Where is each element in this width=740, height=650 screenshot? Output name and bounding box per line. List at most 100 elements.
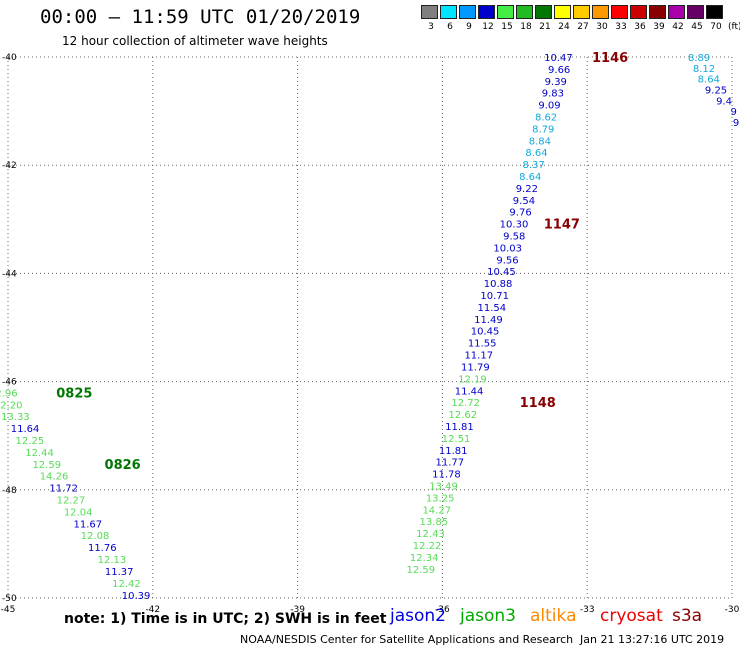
time-label: 1148 bbox=[520, 396, 556, 411]
swh-value-label: 12.19 bbox=[458, 374, 487, 385]
swh-value-label: 11.81 bbox=[445, 422, 474, 433]
page-title: 00:00 – 11:59 UTC 01/20/2019 bbox=[40, 6, 361, 28]
swh-value-label: 9.66 bbox=[548, 65, 570, 76]
swh-value-label: 12.96 bbox=[0, 388, 18, 399]
swh-value-label: 10.30 bbox=[500, 220, 529, 231]
swh-value-label: 9.56 bbox=[496, 255, 518, 266]
footer-credit: NOAA/NESDIS Center for Satellite Applica… bbox=[240, 633, 574, 646]
swh-value-label: 9.22 bbox=[516, 184, 538, 195]
swh-value-label: 10.47 bbox=[544, 53, 573, 64]
swh-value-label: 11.49 bbox=[474, 315, 503, 326]
y-tick-label: -44 bbox=[2, 269, 17, 279]
swh-value-label: 12.59 bbox=[407, 565, 436, 576]
satellite-altika: altika bbox=[530, 606, 577, 626]
x-tick-label: -33 bbox=[580, 605, 595, 615]
swh-value-label: 11.81 bbox=[439, 446, 468, 457]
legend-label: 42 bbox=[672, 22, 684, 32]
legend-swatch bbox=[497, 5, 514, 19]
data-points: 10.479.669.399.839.098.628.798.848.648.3… bbox=[0, 51, 739, 602]
swh-value-label: 8.89 bbox=[688, 53, 710, 64]
swh-value-label: 9 bbox=[733, 118, 739, 129]
swh-value-label: 11.67 bbox=[73, 519, 102, 530]
legend-label: 70 bbox=[710, 22, 722, 32]
x-tick-label: -42 bbox=[145, 605, 160, 615]
swh-value-label: 13.49 bbox=[429, 481, 458, 492]
legend-label: 9 bbox=[466, 22, 472, 32]
swh-value-label: 12.08 bbox=[81, 531, 110, 542]
legend-label: 21 bbox=[539, 22, 551, 32]
y-tick-label: -48 bbox=[2, 486, 17, 496]
swh-value-label: 9.25 bbox=[705, 85, 727, 96]
x-tick-label: -30 bbox=[725, 605, 740, 615]
swh-value-label: 9 bbox=[730, 107, 736, 118]
y-tick-label: -40 bbox=[2, 53, 17, 63]
swh-value-label: 11.76 bbox=[88, 543, 117, 554]
swh-value-label: 10.03 bbox=[493, 243, 522, 254]
swh-value-label: 8.64 bbox=[698, 75, 720, 86]
swh-value-label: 9.09 bbox=[538, 101, 560, 112]
time-label: 0825 bbox=[56, 386, 92, 401]
x-tick-label: -36 bbox=[435, 605, 450, 615]
legend-swatch bbox=[706, 5, 723, 19]
swh-value-label: 11.44 bbox=[455, 386, 484, 397]
swh-value-label: 11.54 bbox=[477, 303, 506, 314]
legend-swatch bbox=[630, 5, 647, 19]
legend-label: 24 bbox=[558, 22, 570, 32]
swh-value-label: 8.64 bbox=[525, 148, 547, 159]
legend-unit: (ft) bbox=[728, 22, 740, 32]
legend-label: 33 bbox=[615, 22, 627, 32]
swh-value-label: 9.76 bbox=[509, 208, 531, 219]
swh-value-label: 8.12 bbox=[693, 64, 715, 75]
legend-label: 39 bbox=[653, 22, 665, 32]
swh-value-label: 12.27 bbox=[57, 496, 86, 507]
legend-swatch bbox=[535, 5, 552, 19]
swh-value-label: 11.72 bbox=[49, 484, 78, 495]
legend-label: 12 bbox=[482, 22, 494, 32]
time-label: 0826 bbox=[105, 458, 141, 473]
swh-value-label: 9.58 bbox=[503, 232, 525, 243]
legend-label: 18 bbox=[520, 22, 532, 32]
satellite-s3a: s3a bbox=[672, 606, 703, 626]
swh-value-label: 11.78 bbox=[432, 470, 461, 481]
legend-swatch bbox=[554, 5, 571, 19]
legend-label: 45 bbox=[691, 22, 703, 32]
swh-value-label: 8.64 bbox=[519, 172, 541, 183]
swh-value-label: 12.13 bbox=[98, 555, 127, 566]
swh-value-label: 11.55 bbox=[468, 339, 497, 350]
swh-value-label: 12.62 bbox=[449, 410, 478, 421]
swh-value-label: 10.88 bbox=[484, 279, 513, 290]
swh-value-label: 12.20 bbox=[0, 400, 22, 411]
swh-value-label: 11.77 bbox=[435, 458, 464, 469]
swh-value-label: 10.45 bbox=[487, 267, 516, 278]
x-tick-label: -39 bbox=[290, 605, 305, 615]
legend-swatch bbox=[478, 5, 495, 19]
legend-swatch bbox=[459, 5, 476, 19]
swh-value-label: 11.79 bbox=[461, 362, 490, 373]
footer-timestamp: Jan 21 13:27:16 UTC 2019 bbox=[580, 633, 725, 646]
time-label: 1146 bbox=[592, 51, 628, 66]
swh-value-label: 10.71 bbox=[480, 291, 509, 302]
swh-value-label: 13.33 bbox=[1, 412, 30, 423]
swh-value-label: 12.22 bbox=[413, 541, 442, 552]
satellite-jason2: jason2 bbox=[390, 606, 446, 626]
legend-swatch bbox=[421, 5, 438, 19]
swh-value-label: 11.17 bbox=[464, 351, 493, 362]
swh-value-label: 12.25 bbox=[16, 436, 45, 447]
satellite-cryosat: cryosat bbox=[600, 606, 663, 626]
y-tick-label: -46 bbox=[2, 378, 17, 388]
swh-value-label: 12.44 bbox=[25, 448, 54, 459]
legend-swatch bbox=[649, 5, 666, 19]
swh-value-label: 10.45 bbox=[471, 327, 500, 338]
swh-value-label: 10.39 bbox=[122, 591, 151, 602]
swh-value-label: 14.27 bbox=[422, 505, 451, 516]
satellite-jason3: jason3 bbox=[460, 606, 516, 626]
swh-value-label: 14.26 bbox=[40, 472, 69, 483]
legend-swatch bbox=[440, 5, 457, 19]
swh-value-label: 9.39 bbox=[545, 77, 567, 88]
swh-value-label: 12.04 bbox=[64, 507, 93, 518]
swh-value-label: 12.34 bbox=[410, 553, 439, 564]
swh-value-label: 8.37 bbox=[522, 160, 544, 171]
swh-value-label: 8.84 bbox=[529, 136, 551, 147]
page-subtitle: 12 hour collection of altimeter wave hei… bbox=[62, 34, 328, 48]
swh-value-label: 12.59 bbox=[32, 460, 61, 471]
